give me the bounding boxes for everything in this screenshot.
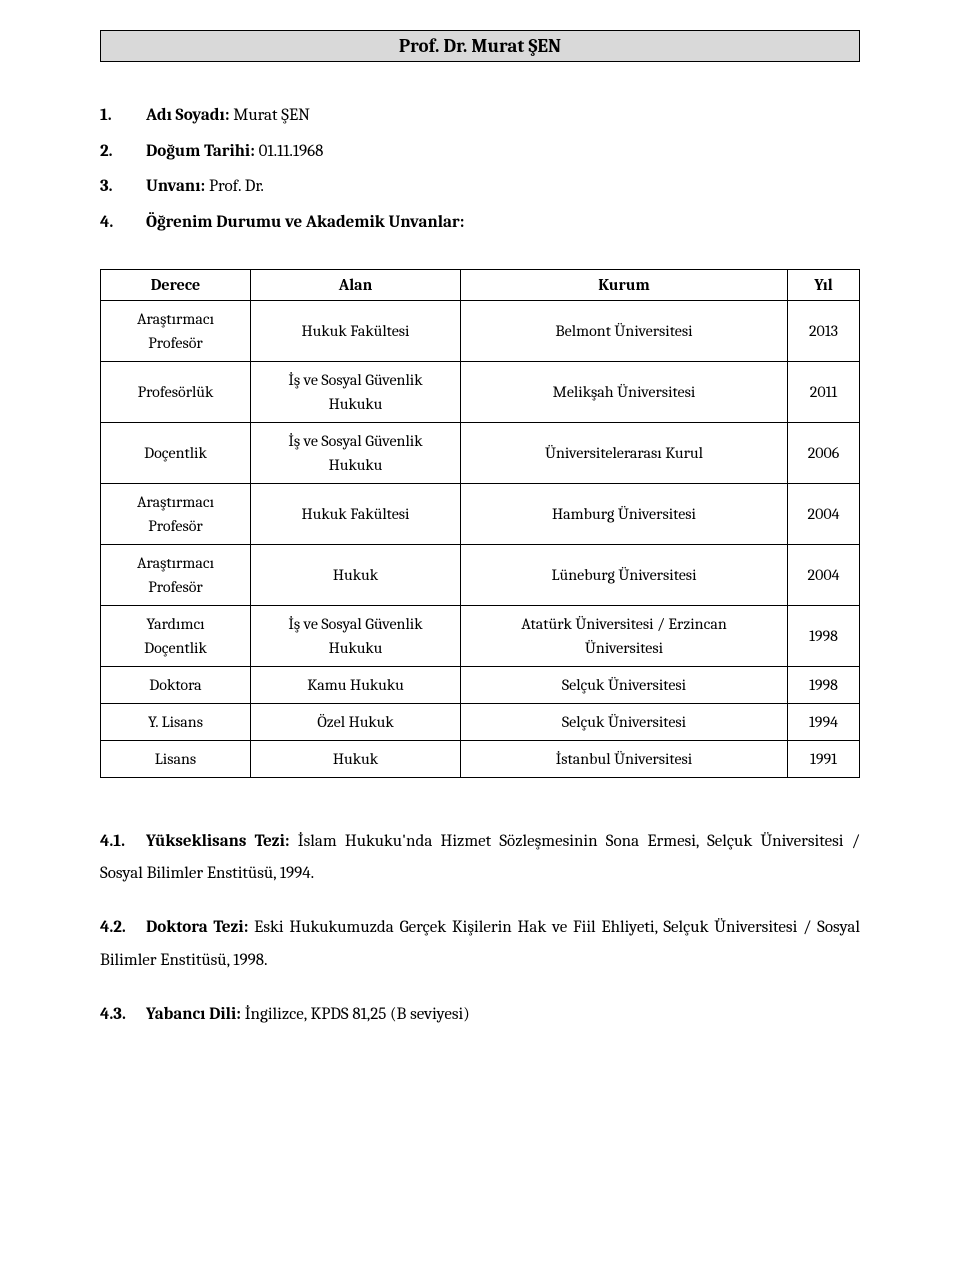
th-degree: Derece xyxy=(101,269,251,300)
th-institution: Kurum xyxy=(461,269,788,300)
cell-field: Hukuk Fakültesi xyxy=(251,483,461,544)
info-item: 1.Adı Soyadı: Murat ŞEN xyxy=(100,98,860,134)
cell-field: Hukuk Fakültesi xyxy=(251,300,461,361)
th-field: Alan xyxy=(251,269,461,300)
cell-degree: Y. Lisans xyxy=(101,703,251,740)
cell-institution: Selçuk Üniversitesi xyxy=(461,666,788,703)
cell-institution: Hamburg Üniversitesi xyxy=(461,483,788,544)
cell-field: İş ve Sosyal GüvenlikHukuku xyxy=(251,361,461,422)
cell-degree: YardımcıDoçentlik xyxy=(101,605,251,666)
cell-field: Kamu Hukuku xyxy=(251,666,461,703)
cell-field: Hukuk xyxy=(251,740,461,777)
table-header-row: Derece Alan Kurum Yıl xyxy=(101,269,860,300)
info-label: Öğrenim Durumu ve Akademik Unvanlar: xyxy=(146,213,464,232)
info-label: Doğum Tarihi: xyxy=(146,142,255,161)
cell-field: Hukuk xyxy=(251,544,461,605)
cell-degree: AraştırmacıProfesör xyxy=(101,544,251,605)
cell-institution: Selçuk Üniversitesi xyxy=(461,703,788,740)
table-row: Doçentlik İş ve Sosyal GüvenlikHukuku Ün… xyxy=(101,422,860,483)
cell-field: İş ve Sosyal GüvenlikHukuku xyxy=(251,605,461,666)
info-num: 2. xyxy=(100,134,146,170)
cell-year: 1998 xyxy=(788,666,860,703)
page-title: Prof. Dr. Murat ŞEN xyxy=(100,30,860,62)
section-text: İngilizce, KPDS 81,25 (B seviyesi) xyxy=(241,1005,470,1024)
info-num: 3. xyxy=(100,169,146,205)
section-foreign-language: 4.3.Yabancı Dili: İngilizce, KPDS 81,25 … xyxy=(100,999,860,1031)
cell-year: 2004 xyxy=(788,544,860,605)
table-row: AraştırmacıProfesör Hukuk Lüneburg Ünive… xyxy=(101,544,860,605)
page-root: Prof. Dr. Murat ŞEN 1.Adı Soyadı: Murat … xyxy=(0,0,960,1093)
info-num: 1. xyxy=(100,98,146,134)
cell-institution: İstanbul Üniversitesi xyxy=(461,740,788,777)
info-label: Adı Soyadı: xyxy=(146,106,229,125)
cell-year: 2004 xyxy=(788,483,860,544)
cell-degree: Profesörlük xyxy=(101,361,251,422)
section-label: Doktora Tezi: xyxy=(146,918,248,937)
cell-institution: Üniversitelerarası Kurul xyxy=(461,422,788,483)
section-label: Yabancı Dili: xyxy=(146,1005,241,1024)
table-row: Profesörlük İş ve Sosyal GüvenlikHukuku … xyxy=(101,361,860,422)
table-row: AraştırmacıProfesör Hukuk Fakültesi Belm… xyxy=(101,300,860,361)
cell-degree: Doktora xyxy=(101,666,251,703)
cell-year: 1991 xyxy=(788,740,860,777)
info-label: Unvanı: xyxy=(146,177,205,196)
cell-institution: Atatürk Üniversitesi / ErzincanÜniversit… xyxy=(461,605,788,666)
info-value: 01.11.1968 xyxy=(255,142,324,161)
table-row: YardımcıDoçentlik İş ve Sosyal GüvenlikH… xyxy=(101,605,860,666)
cell-institution: Lüneburg Üniversitesi xyxy=(461,544,788,605)
info-value: Murat ŞEN xyxy=(229,106,309,125)
info-num: 4. xyxy=(100,205,146,241)
cell-degree: Doçentlik xyxy=(101,422,251,483)
cell-institution: Belmont Üniversitesi xyxy=(461,300,788,361)
cell-year: 2006 xyxy=(788,422,860,483)
cell-year: 1994 xyxy=(788,703,860,740)
info-value: Prof. Dr. xyxy=(205,177,264,196)
section-thesis-master: 4.1.Yükseklisans Tezi: İslam Hukuku'nda … xyxy=(100,826,860,891)
section-num: 4.3. xyxy=(100,999,146,1031)
table-row: AraştırmacıProfesör Hukuk Fakültesi Hamb… xyxy=(101,483,860,544)
section-num: 4.2. xyxy=(100,912,146,944)
cell-year: 2013 xyxy=(788,300,860,361)
education-table: Derece Alan Kurum Yıl AraştırmacıProfesö… xyxy=(100,269,860,778)
section-thesis-phd: 4.2.Doktora Tezi: Eski Hukukumuzda Gerçe… xyxy=(100,912,860,977)
table-row: Lisans Hukuk İstanbul Üniversitesi 1991 xyxy=(101,740,860,777)
cell-year: 2011 xyxy=(788,361,860,422)
table-row: Doktora Kamu Hukuku Selçuk Üniversitesi … xyxy=(101,666,860,703)
info-item: 2.Doğum Tarihi: 01.11.1968 xyxy=(100,134,860,170)
cell-degree: AraştırmacıProfesör xyxy=(101,300,251,361)
cell-degree: Lisans xyxy=(101,740,251,777)
info-list: 1.Adı Soyadı: Murat ŞEN 2.Doğum Tarihi: … xyxy=(100,98,860,241)
cell-field: Özel Hukuk xyxy=(251,703,461,740)
section-label: Yükseklisans Tezi: xyxy=(146,832,290,851)
cell-field: İş ve Sosyal GüvenlikHukuku xyxy=(251,422,461,483)
th-year: Yıl xyxy=(788,269,860,300)
table-row: Y. Lisans Özel Hukuk Selçuk Üniversitesi… xyxy=(101,703,860,740)
cell-degree: AraştırmacıProfesör xyxy=(101,483,251,544)
info-item: 4.Öğrenim Durumu ve Akademik Unvanlar: xyxy=(100,205,860,241)
cell-institution: Melikşah Üniversitesi xyxy=(461,361,788,422)
section-num: 4.1. xyxy=(100,826,146,858)
cell-year: 1998 xyxy=(788,605,860,666)
info-item: 3.Unvanı: Prof. Dr. xyxy=(100,169,860,205)
